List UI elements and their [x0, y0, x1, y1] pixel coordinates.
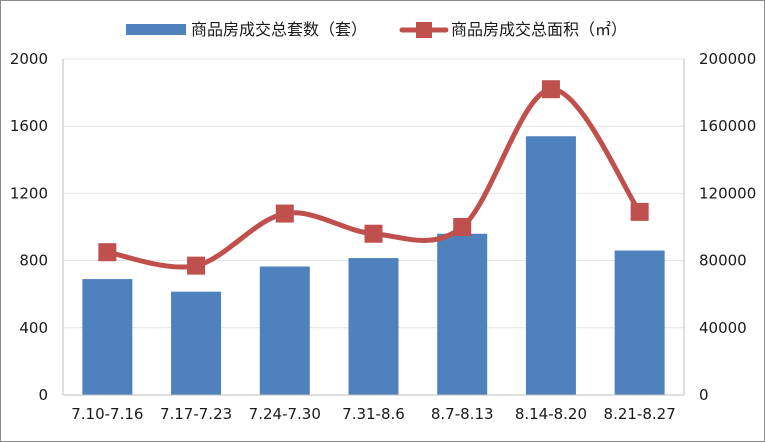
y-right-tick-label: 160000	[699, 117, 756, 135]
line-marker	[453, 218, 472, 236]
y-right-tick-label: 0	[699, 386, 709, 404]
y-right-tick-label: 40000	[699, 319, 747, 337]
line-marker	[98, 243, 117, 262]
y-left-tick-label: 1200	[10, 184, 48, 202]
axes: 0 400 800 1200 1600 2000 0 40000 80000 120000 1600…	[10, 50, 756, 423]
line-series	[98, 80, 649, 275]
line-marker	[364, 224, 383, 243]
y-left-tick-label: 1600	[10, 117, 48, 135]
line-marker	[275, 204, 294, 223]
y-left-tick-label: 2000	[10, 50, 48, 68]
x-tick-label: 7.24-7.30	[249, 405, 321, 423]
y-right-tick-label: 200000	[699, 50, 756, 68]
y-left-tick-label: 400	[19, 319, 48, 337]
y-right-tick-label: 80000	[699, 252, 747, 270]
y-left-tick-label: 0	[38, 386, 48, 404]
line-marker	[630, 202, 649, 221]
legend: 商品房成交总套数（套） 商品房成交总面积（㎡）	[126, 20, 627, 39]
bar	[525, 136, 576, 395]
y-right-tick-label: 120000	[699, 184, 756, 202]
bar-series	[82, 136, 665, 395]
legend-label-line: 商品房成交总面积（㎡）	[451, 20, 627, 39]
bar	[82, 279, 133, 395]
legend-swatch-bars	[126, 24, 186, 35]
legend-label-bars: 商品房成交总套数（套）	[191, 20, 367, 39]
x-tick-label: 7.10-7.16	[71, 405, 143, 423]
x-tick-label: 8.21-8.27	[604, 405, 676, 423]
line-marker	[187, 256, 206, 275]
y-left-tick-label: 800	[19, 252, 48, 270]
bar	[437, 233, 488, 395]
gridlines	[63, 58, 684, 329]
bar	[259, 266, 310, 395]
x-tick-label: 7.31-8.6	[342, 405, 405, 423]
bar	[614, 250, 665, 395]
x-tick-label: 8.7-8.13	[431, 405, 494, 423]
x-tick-label: 7.17-7.23	[160, 405, 232, 423]
x-tick-label: 8.14-8.20	[515, 405, 587, 423]
legend-swatch-marker	[416, 22, 432, 38]
line-marker	[541, 80, 560, 99]
bar	[348, 258, 399, 395]
bar	[171, 291, 222, 395]
